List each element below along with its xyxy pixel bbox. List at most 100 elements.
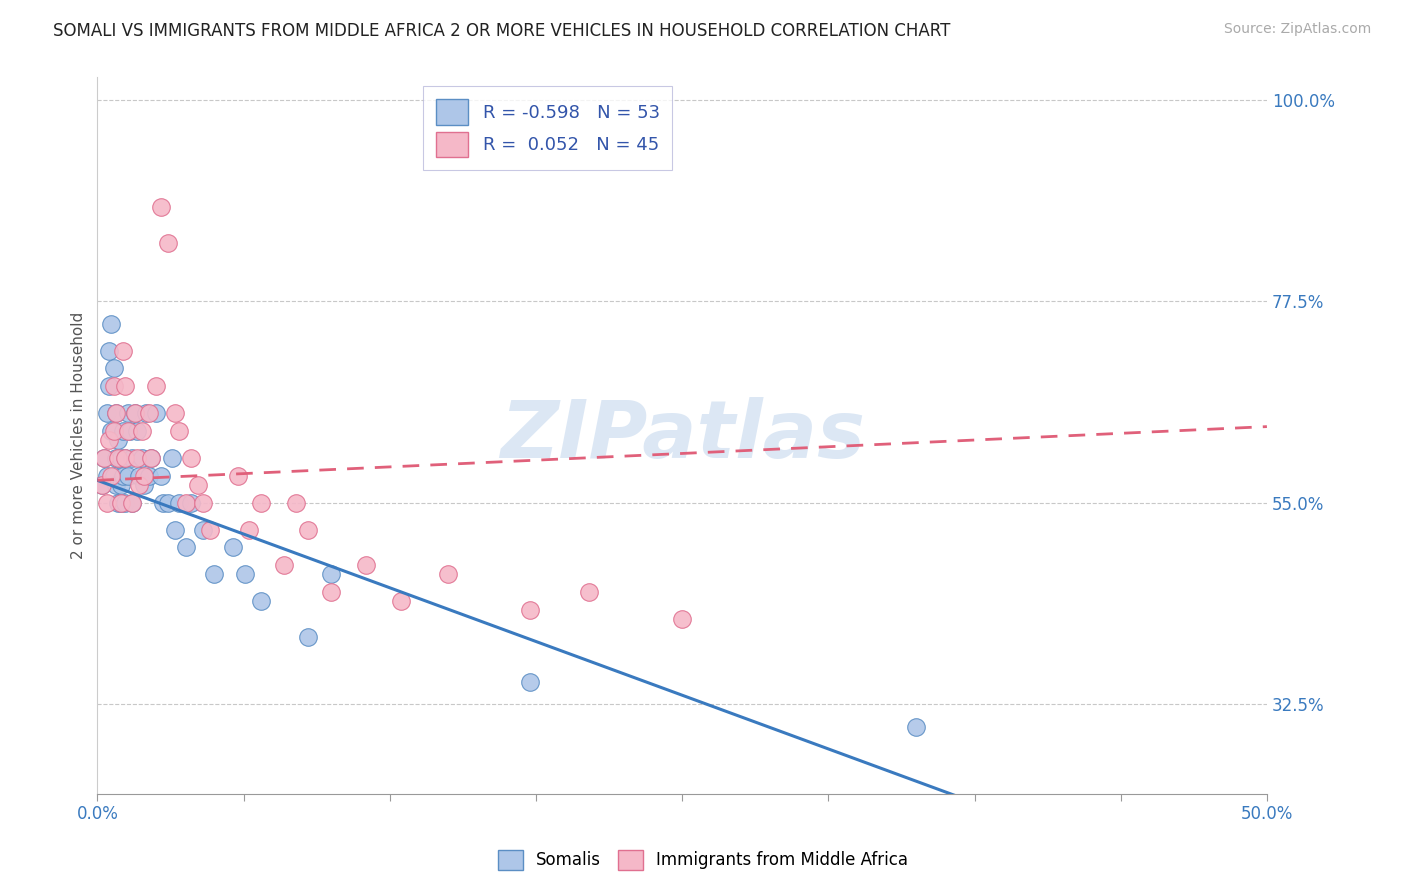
Point — [127, 450, 149, 465]
Point — [128, 477, 150, 491]
Text: Source: ZipAtlas.com: Source: ZipAtlas.com — [1223, 22, 1371, 37]
Point — [138, 406, 160, 420]
Point — [100, 468, 122, 483]
Point — [222, 541, 245, 555]
Point — [156, 496, 179, 510]
Point — [117, 424, 139, 438]
Legend: Somalis, Immigrants from Middle Africa: Somalis, Immigrants from Middle Africa — [491, 843, 915, 877]
Point — [180, 450, 202, 465]
Point — [121, 496, 143, 510]
Point — [105, 406, 128, 420]
Point — [107, 450, 129, 465]
Point — [226, 468, 249, 483]
Point — [112, 468, 135, 483]
Point — [120, 424, 142, 438]
Point — [105, 406, 128, 420]
Point — [250, 594, 273, 608]
Point — [117, 406, 139, 420]
Point — [114, 496, 136, 510]
Point — [96, 496, 118, 510]
Point — [91, 477, 114, 491]
Point — [107, 496, 129, 510]
Legend: R = -0.598   N = 53, R =  0.052   N = 45: R = -0.598 N = 53, R = 0.052 N = 45 — [423, 87, 672, 170]
Point — [114, 379, 136, 393]
Point — [578, 585, 600, 599]
Point — [174, 541, 197, 555]
Point — [180, 496, 202, 510]
Point — [297, 630, 319, 644]
Text: SOMALI VS IMMIGRANTS FROM MIDDLE AFRICA 2 OR MORE VEHICLES IN HOUSEHOLD CORRELAT: SOMALI VS IMMIGRANTS FROM MIDDLE AFRICA … — [53, 22, 950, 40]
Point — [128, 468, 150, 483]
Point — [131, 450, 153, 465]
Point — [96, 468, 118, 483]
Point — [187, 477, 209, 491]
Point — [437, 567, 460, 582]
Point — [131, 424, 153, 438]
Point — [233, 567, 256, 582]
Point — [145, 379, 167, 393]
Point — [149, 200, 172, 214]
Point — [149, 468, 172, 483]
Point — [98, 379, 121, 393]
Point — [110, 496, 132, 510]
Point — [238, 523, 260, 537]
Point — [117, 468, 139, 483]
Point — [391, 594, 413, 608]
Point — [96, 406, 118, 420]
Point — [134, 468, 156, 483]
Point — [107, 433, 129, 447]
Point — [138, 468, 160, 483]
Point — [103, 424, 125, 438]
Point — [273, 558, 295, 573]
Point — [321, 567, 343, 582]
Point — [103, 468, 125, 483]
Point — [121, 450, 143, 465]
Point — [671, 612, 693, 626]
Point — [321, 585, 343, 599]
Point — [356, 558, 378, 573]
Point — [202, 567, 225, 582]
Point — [124, 406, 146, 420]
Point — [285, 496, 308, 510]
Point — [250, 496, 273, 510]
Point — [105, 477, 128, 491]
Point — [167, 496, 190, 510]
Point — [93, 450, 115, 465]
Point — [160, 450, 183, 465]
Point — [112, 343, 135, 358]
Text: ZIPatlas: ZIPatlas — [499, 397, 865, 475]
Point — [152, 496, 174, 510]
Point — [905, 719, 928, 733]
Point — [91, 477, 114, 491]
Point — [114, 450, 136, 465]
Point — [100, 424, 122, 438]
Point — [519, 674, 541, 689]
Point — [127, 424, 149, 438]
Point — [297, 523, 319, 537]
Y-axis label: 2 or more Vehicles in Household: 2 or more Vehicles in Household — [72, 312, 86, 559]
Point — [174, 496, 197, 510]
Point — [98, 433, 121, 447]
Point — [110, 477, 132, 491]
Point — [110, 496, 132, 510]
Point — [156, 235, 179, 250]
Point — [110, 450, 132, 465]
Point — [103, 361, 125, 376]
Point — [167, 424, 190, 438]
Point — [114, 450, 136, 465]
Point — [163, 523, 186, 537]
Point — [198, 523, 221, 537]
Point — [93, 450, 115, 465]
Point — [141, 450, 163, 465]
Point — [135, 406, 157, 420]
Point — [105, 450, 128, 465]
Point — [124, 406, 146, 420]
Point — [141, 450, 163, 465]
Point — [519, 603, 541, 617]
Point — [121, 496, 143, 510]
Point — [191, 496, 214, 510]
Point — [134, 477, 156, 491]
Point — [191, 523, 214, 537]
Point — [145, 406, 167, 420]
Point — [100, 317, 122, 331]
